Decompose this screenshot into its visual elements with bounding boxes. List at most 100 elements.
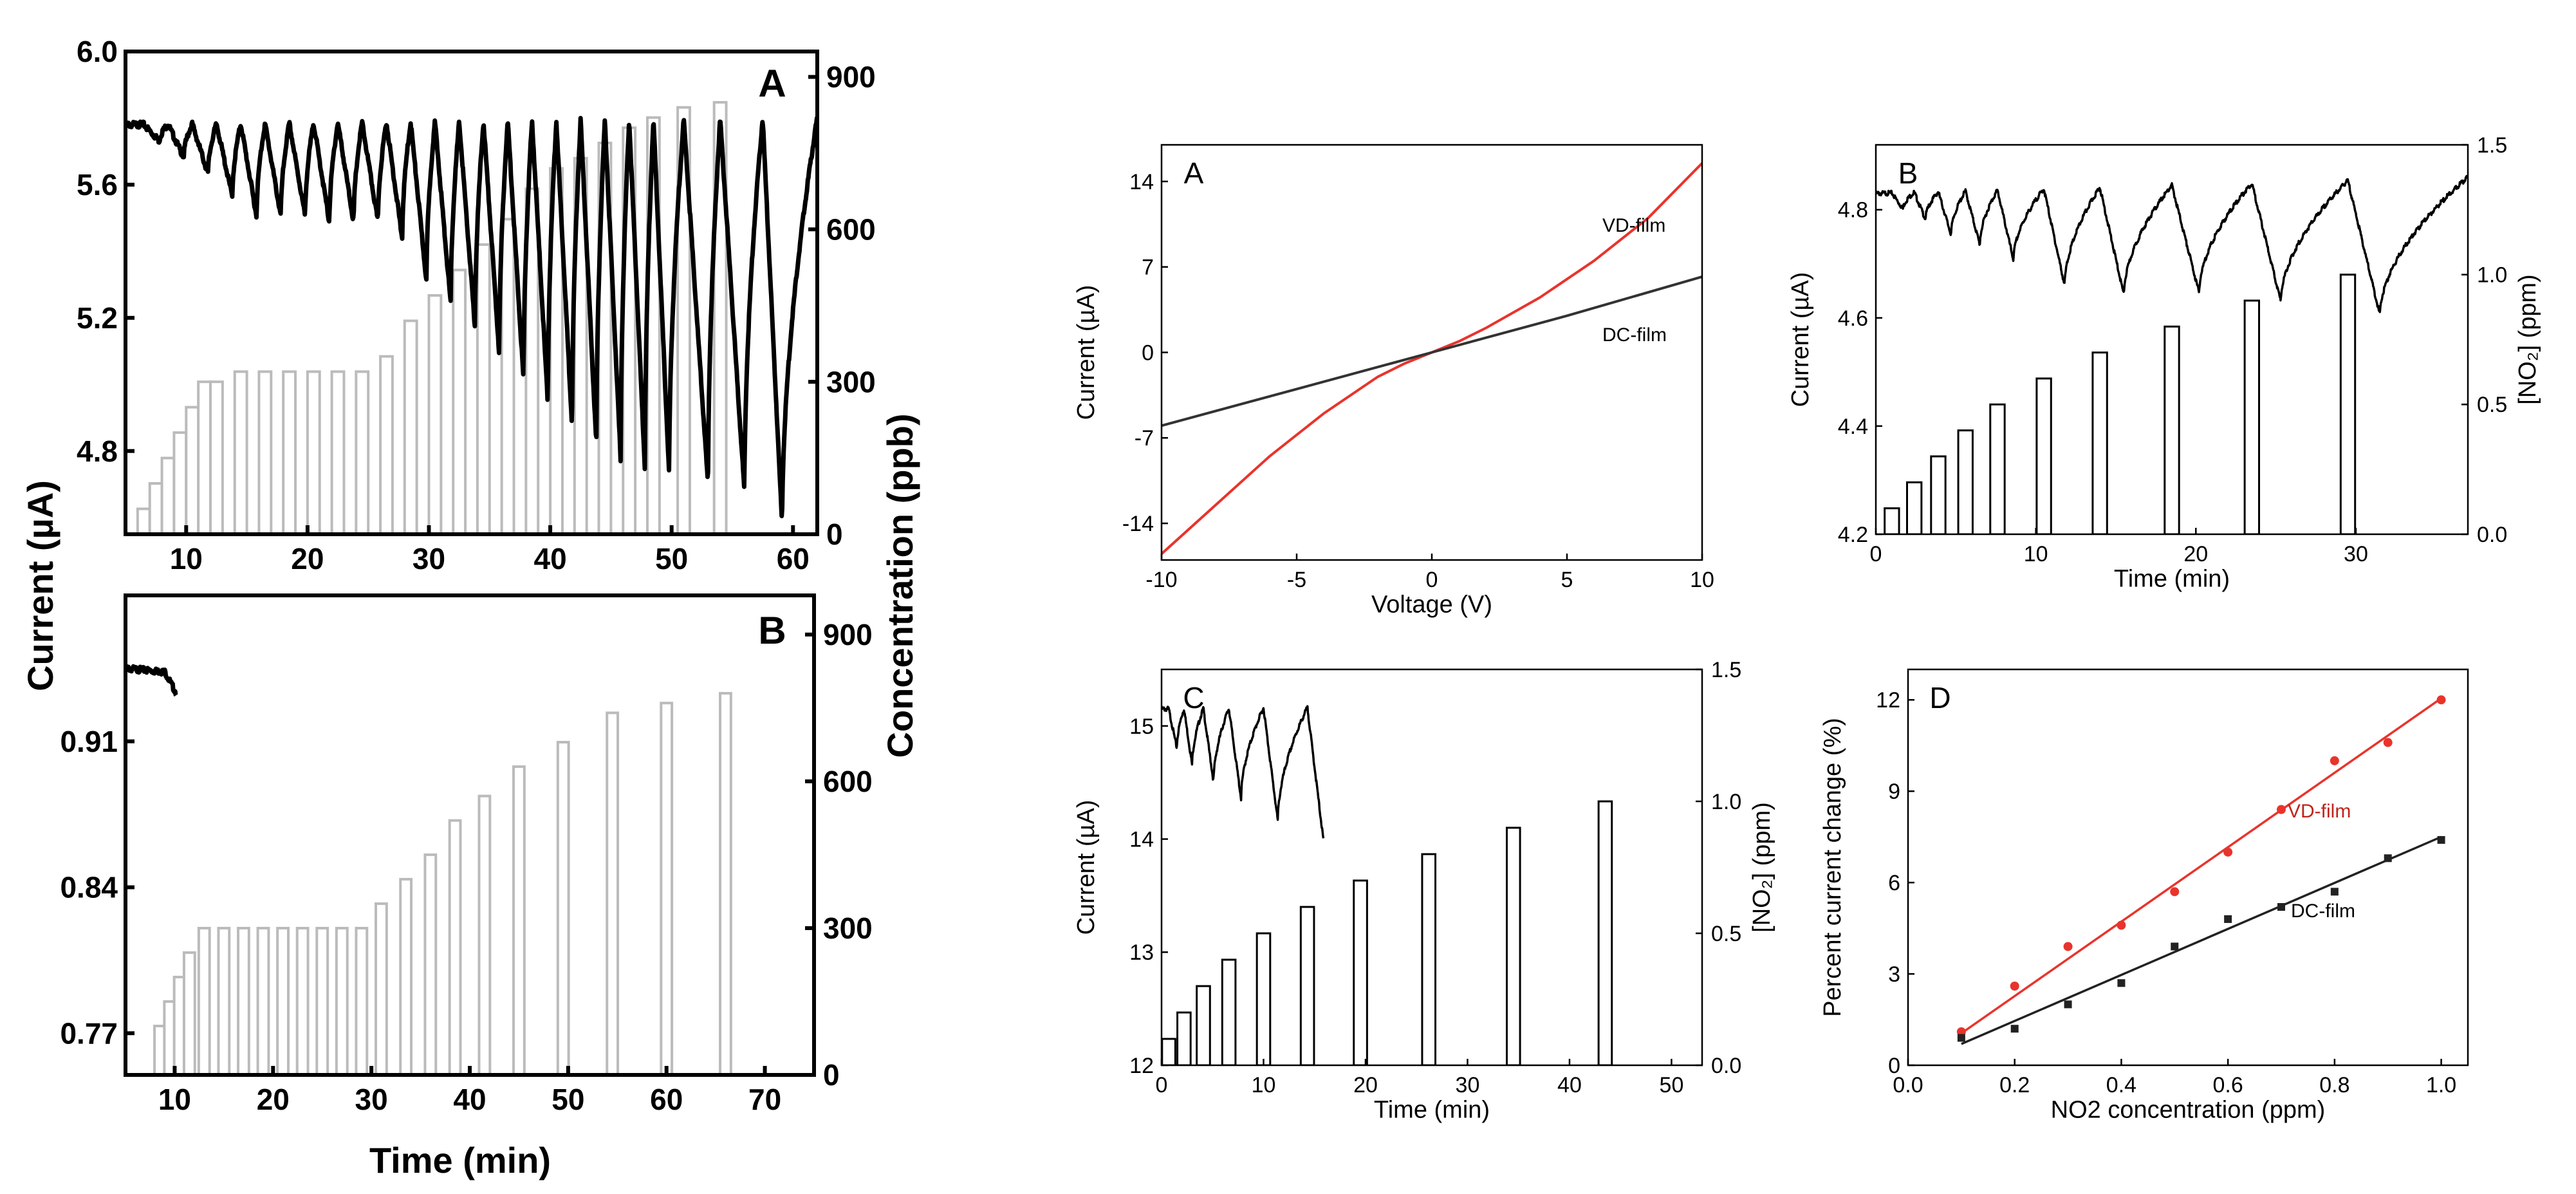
y-axis-title: Current (µA) (1073, 285, 1100, 420)
left-xlabel: Time (min) (369, 1140, 551, 1180)
concentration-bar (1957, 429, 1974, 534)
concentration-bar (233, 370, 248, 534)
concentration-bar (282, 370, 297, 534)
x-tick-label: 60 (650, 1083, 683, 1116)
x-tick-label: 5 (1561, 568, 1573, 592)
concentration-bar (375, 902, 388, 1075)
y-right-tick-label: 300 (823, 911, 873, 945)
concentration-bar (660, 702, 674, 1075)
concentration-bar (524, 187, 540, 534)
x-tick-label: 10 (1690, 568, 1714, 592)
x-tick-label: 50 (655, 542, 688, 575)
left-ylabel: Current (µA) (20, 480, 60, 691)
concentration-bar (136, 507, 151, 534)
y-tick-label: 0.77 (60, 1016, 118, 1050)
data-point-dc-film (2277, 903, 2285, 911)
concentration-bar (2339, 274, 2357, 534)
x-tick-label: 0.8 (2319, 1073, 2349, 1097)
chart-left-B: 10 20 30 40 50 60 70 0.77 0.84 0.91 0 300 600 900 B (60, 593, 873, 1116)
y-tick-label: -7 (1135, 426, 1154, 451)
plot-area (1956, 695, 2446, 1045)
y-tick-label: 14 (1129, 170, 1154, 194)
concentration-bar (556, 741, 570, 1075)
concentration-bar (257, 370, 273, 534)
current-trace (1876, 174, 2468, 313)
data-point-vd-film (2010, 982, 2019, 991)
panel-label: B (758, 609, 786, 652)
y-right-tick-label: 900 (823, 618, 873, 651)
concentration-bar (172, 431, 188, 534)
concentration-bar (1930, 455, 1947, 534)
x-axis-title: Time (min) (2114, 566, 2230, 593)
concentration-bar (500, 218, 515, 534)
axes-frame (1875, 144, 2469, 536)
data-point-dc-film (2117, 979, 2126, 987)
annotation-vd-film: VD-film (2288, 801, 2351, 822)
concentration-bar (2035, 377, 2052, 534)
concentration-bar (1421, 853, 1437, 1065)
axes-frame (1160, 668, 1703, 1067)
y-right-axis-title: [NO₂] (ppm) (2514, 274, 2541, 405)
concentration-bar (197, 926, 211, 1075)
y-right-tick-label: 1.5 (2477, 133, 2507, 158)
y-tick-label: 4.4 (1838, 415, 1868, 439)
fit-line-dc-film (1961, 835, 2442, 1045)
x-tick-label: 40 (534, 542, 567, 575)
x-tick-label: 30 (412, 542, 445, 575)
concentration-bar (148, 482, 163, 534)
chart-right-A: -10 -5 0 5 10 -14 -7 0 7 14 A Voltage (V) Current (µ… (1073, 144, 1714, 619)
x-tick-label: 1.0 (2426, 1073, 2456, 1097)
fit-line-vd-film (1960, 697, 2442, 1034)
x-axis-title: NO2 concentration (ppm) (2051, 1097, 2326, 1124)
current-trace (1162, 705, 1325, 839)
x-tick-label: 30 (1456, 1073, 1480, 1097)
y-tick-label: 0 (1888, 1054, 1900, 1078)
concentration-bar (237, 926, 250, 1075)
concentration-bar (306, 370, 321, 534)
concentration-bar (1256, 932, 1272, 1065)
y-tick-label: 12 (1129, 1054, 1154, 1078)
data-point-dc-film (2224, 915, 2232, 923)
y-right-axis-title: [NO₂] (ppm) (1748, 802, 1775, 933)
y-right-tick-label: 300 (826, 365, 876, 398)
panel-label: A (1184, 156, 1204, 190)
y-right-tick-label: 600 (823, 765, 873, 798)
y-right-tick-label: 1.0 (1711, 790, 1741, 814)
concentration-bar (355, 370, 370, 534)
current-trace (125, 116, 817, 519)
data-point-dc-film (2437, 835, 2445, 844)
concentration-bar (2164, 325, 2180, 534)
data-point-dc-film (2384, 854, 2392, 863)
concentration-bar (185, 406, 200, 534)
x-tick-label: 0 (1426, 568, 1438, 592)
concentration-bar (1884, 507, 1900, 534)
y-right-tick-label: 0.0 (1711, 1054, 1741, 1078)
x-tick-label: 30 (2344, 542, 2368, 566)
y-tick-label: -14 (1122, 512, 1154, 536)
concentration-bar (209, 380, 224, 534)
plot-area (1162, 162, 1702, 555)
chart-right-D: 0.0 0.2 0.4 0.6 0.8 1.0 0 3 6 9 12 D NO2 concentrati… (1819, 668, 2469, 1124)
data-point-vd-film (2330, 756, 2339, 765)
y-tick-label: 4.8 (1838, 198, 1868, 223)
x-tick-label: 10 (158, 1083, 191, 1116)
y-right-tick-label: 0.0 (2477, 523, 2507, 547)
concentration-bar (1176, 1011, 1192, 1065)
y-tick-label: 6 (1888, 871, 1900, 895)
concentration-bar (1196, 985, 1211, 1065)
x-tick-label: 30 (355, 1083, 388, 1116)
x-tick-label: -5 (1287, 568, 1306, 592)
y-right-tick-label: 0 (823, 1058, 840, 1092)
x-tick-label: -10 (1145, 568, 1177, 592)
y-tick-label: 13 (1129, 940, 1154, 965)
x-tick-label: 20 (257, 1083, 290, 1116)
data-point-vd-film (2117, 920, 2126, 930)
data-point-vd-film (2223, 847, 2233, 857)
panel-label: A (758, 62, 786, 105)
y-right-tick-label: 600 (826, 212, 876, 246)
data-point-vd-film (2277, 805, 2286, 814)
concentration-bar (423, 853, 438, 1075)
chart-right-B: 0 10 20 30 4.2 4.4 4.6 4.8 0.0 0.5 1.0 1.5 B Time (mi… (1787, 133, 2541, 593)
